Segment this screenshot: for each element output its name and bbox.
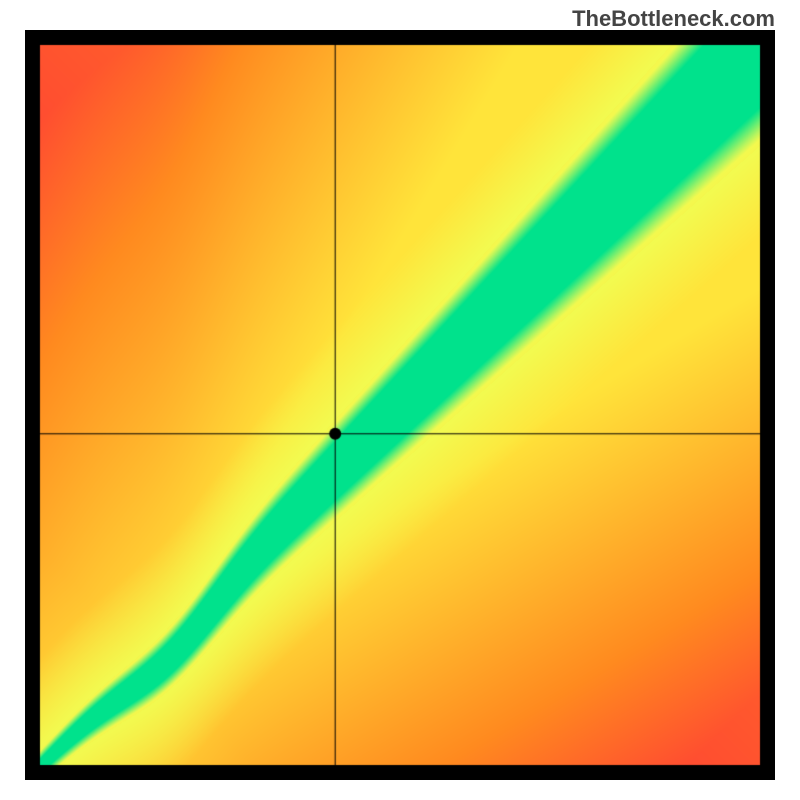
chart-wrapper: { "title": "TheBottleneck.com", "chart":… xyxy=(0,0,800,800)
bottleneck-chart-canvas xyxy=(25,30,775,780)
watermark-title: TheBottleneck.com xyxy=(572,6,775,32)
